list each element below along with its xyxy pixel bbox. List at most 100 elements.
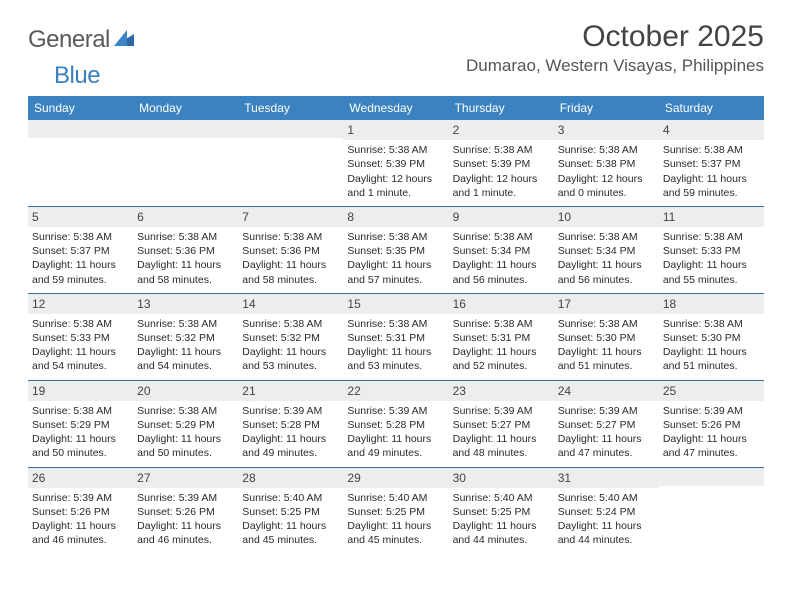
sunrise-text: Sunrise: 5:39 AM: [32, 491, 129, 505]
day-cell: 24Sunrise: 5:39 AMSunset: 5:27 PMDayligh…: [554, 381, 659, 467]
sunrise-text: Sunrise: 5:38 AM: [453, 317, 550, 331]
sunrise-text: Sunrise: 5:39 AM: [558, 404, 655, 418]
daylight-text: Daylight: 11 hours and 46 minutes.: [32, 519, 129, 547]
day-cell: 26Sunrise: 5:39 AMSunset: 5:26 PMDayligh…: [28, 468, 133, 554]
sunset-text: Sunset: 5:25 PM: [453, 505, 550, 519]
sunrise-text: Sunrise: 5:38 AM: [453, 143, 550, 157]
date-number: 31: [554, 468, 659, 488]
daylight-text: Daylight: 11 hours and 54 minutes.: [32, 345, 129, 373]
date-number: [238, 120, 343, 138]
sunset-text: Sunset: 5:35 PM: [347, 244, 444, 258]
date-number: 8: [343, 207, 448, 227]
date-number: 4: [659, 120, 764, 140]
day-cell: 25Sunrise: 5:39 AMSunset: 5:26 PMDayligh…: [659, 381, 764, 467]
sunrise-text: Sunrise: 5:38 AM: [347, 143, 444, 157]
daylight-text: Daylight: 11 hours and 47 minutes.: [663, 432, 760, 460]
daylight-text: Daylight: 11 hours and 58 minutes.: [242, 258, 339, 286]
day-header-sunday: Sunday: [28, 96, 133, 120]
sunrise-text: Sunrise: 5:38 AM: [347, 317, 444, 331]
sunset-text: Sunset: 5:37 PM: [32, 244, 129, 258]
day-cell: 12Sunrise: 5:38 AMSunset: 5:33 PMDayligh…: [28, 294, 133, 380]
logo-mark-icon: [114, 30, 134, 51]
logo-text-blue: Blue: [54, 62, 100, 89]
daylight-text: Daylight: 11 hours and 53 minutes.: [347, 345, 444, 373]
daylight-text: Daylight: 11 hours and 51 minutes.: [558, 345, 655, 373]
daylight-text: Daylight: 11 hours and 50 minutes.: [32, 432, 129, 460]
date-number: 26: [28, 468, 133, 488]
day-cell: 17Sunrise: 5:38 AMSunset: 5:30 PMDayligh…: [554, 294, 659, 380]
date-number: 23: [449, 381, 554, 401]
day-cell: 3Sunrise: 5:38 AMSunset: 5:38 PMDaylight…: [554, 120, 659, 206]
sunset-text: Sunset: 5:26 PM: [663, 418, 760, 432]
day-cell: 21Sunrise: 5:39 AMSunset: 5:28 PMDayligh…: [238, 381, 343, 467]
daylight-text: Daylight: 11 hours and 44 minutes.: [558, 519, 655, 547]
date-number: 10: [554, 207, 659, 227]
date-number: 5: [28, 207, 133, 227]
sunset-text: Sunset: 5:29 PM: [137, 418, 234, 432]
date-number: 1: [343, 120, 448, 140]
sunset-text: Sunset: 5:34 PM: [453, 244, 550, 258]
date-number: 25: [659, 381, 764, 401]
daylight-text: Daylight: 11 hours and 53 minutes.: [242, 345, 339, 373]
day-cell: 20Sunrise: 5:38 AMSunset: 5:29 PMDayligh…: [133, 381, 238, 467]
day-cell: 18Sunrise: 5:38 AMSunset: 5:30 PMDayligh…: [659, 294, 764, 380]
day-cell: 28Sunrise: 5:40 AMSunset: 5:25 PMDayligh…: [238, 468, 343, 554]
week-row: 5Sunrise: 5:38 AMSunset: 5:37 PMDaylight…: [28, 207, 764, 293]
logo: General: [28, 20, 136, 54]
date-number: 24: [554, 381, 659, 401]
date-number: 22: [343, 381, 448, 401]
empty-cell: [133, 120, 238, 206]
daylight-text: Daylight: 11 hours and 55 minutes.: [663, 258, 760, 286]
date-number: 18: [659, 294, 764, 314]
daylight-text: Daylight: 11 hours and 56 minutes.: [453, 258, 550, 286]
daylight-text: Daylight: 12 hours and 1 minute.: [347, 172, 444, 200]
daylight-text: Daylight: 11 hours and 47 minutes.: [558, 432, 655, 460]
sunrise-text: Sunrise: 5:38 AM: [663, 230, 760, 244]
daylight-text: Daylight: 12 hours and 1 minute.: [453, 172, 550, 200]
date-number: 21: [238, 381, 343, 401]
sunset-text: Sunset: 5:31 PM: [453, 331, 550, 345]
sunrise-text: Sunrise: 5:40 AM: [242, 491, 339, 505]
daylight-text: Daylight: 11 hours and 59 minutes.: [663, 172, 760, 200]
day-cell: 11Sunrise: 5:38 AMSunset: 5:33 PMDayligh…: [659, 207, 764, 293]
sunset-text: Sunset: 5:28 PM: [242, 418, 339, 432]
sunrise-text: Sunrise: 5:39 AM: [137, 491, 234, 505]
sunset-text: Sunset: 5:37 PM: [663, 157, 760, 171]
page-title: October 2025: [466, 20, 764, 54]
day-cell: 23Sunrise: 5:39 AMSunset: 5:27 PMDayligh…: [449, 381, 554, 467]
sunset-text: Sunset: 5:32 PM: [137, 331, 234, 345]
date-number: [133, 120, 238, 138]
empty-cell: [28, 120, 133, 206]
sunrise-text: Sunrise: 5:38 AM: [242, 317, 339, 331]
date-number: 7: [238, 207, 343, 227]
sunset-text: Sunset: 5:27 PM: [453, 418, 550, 432]
day-cell: 14Sunrise: 5:38 AMSunset: 5:32 PMDayligh…: [238, 294, 343, 380]
sunrise-text: Sunrise: 5:38 AM: [32, 230, 129, 244]
sunset-text: Sunset: 5:25 PM: [347, 505, 444, 519]
daylight-text: Daylight: 11 hours and 49 minutes.: [347, 432, 444, 460]
sunrise-text: Sunrise: 5:38 AM: [32, 404, 129, 418]
sunset-text: Sunset: 5:39 PM: [453, 157, 550, 171]
day-cell: 27Sunrise: 5:39 AMSunset: 5:26 PMDayligh…: [133, 468, 238, 554]
sunset-text: Sunset: 5:33 PM: [32, 331, 129, 345]
day-cell: 8Sunrise: 5:38 AMSunset: 5:35 PMDaylight…: [343, 207, 448, 293]
date-number: 29: [343, 468, 448, 488]
day-header-thursday: Thursday: [449, 96, 554, 120]
daylight-text: Daylight: 11 hours and 56 minutes.: [558, 258, 655, 286]
date-number: 20: [133, 381, 238, 401]
sunrise-text: Sunrise: 5:38 AM: [137, 317, 234, 331]
day-cell: 13Sunrise: 5:38 AMSunset: 5:32 PMDayligh…: [133, 294, 238, 380]
day-cell: 5Sunrise: 5:38 AMSunset: 5:37 PMDaylight…: [28, 207, 133, 293]
sunrise-text: Sunrise: 5:38 AM: [32, 317, 129, 331]
day-cell: 15Sunrise: 5:38 AMSunset: 5:31 PMDayligh…: [343, 294, 448, 380]
sunrise-text: Sunrise: 5:38 AM: [137, 230, 234, 244]
sunset-text: Sunset: 5:26 PM: [137, 505, 234, 519]
day-header-tuesday: Tuesday: [238, 96, 343, 120]
empty-cell: [659, 468, 764, 554]
sunrise-text: Sunrise: 5:38 AM: [242, 230, 339, 244]
sunrise-text: Sunrise: 5:39 AM: [242, 404, 339, 418]
sunset-text: Sunset: 5:39 PM: [347, 157, 444, 171]
day-header-saturday: Saturday: [659, 96, 764, 120]
sunset-text: Sunset: 5:33 PM: [663, 244, 760, 258]
day-cell: 29Sunrise: 5:40 AMSunset: 5:25 PMDayligh…: [343, 468, 448, 554]
